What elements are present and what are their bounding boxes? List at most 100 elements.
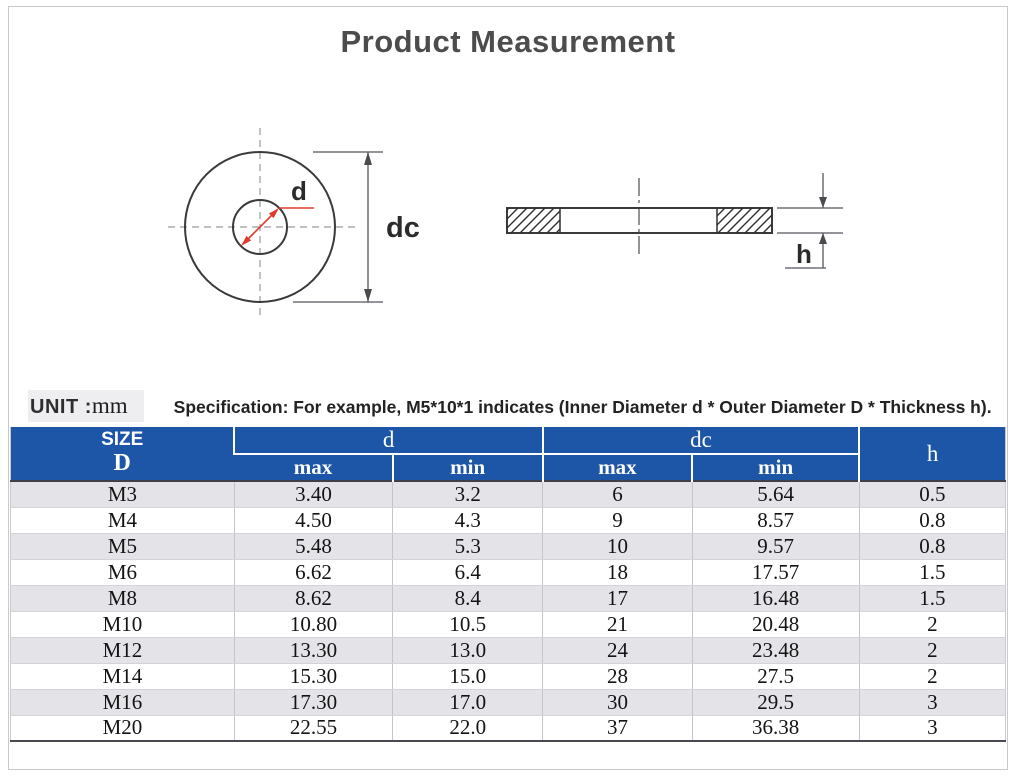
washer-inner-circle	[232, 199, 288, 255]
table-row: M16 17.30 17.0 30 29.5 3	[10, 689, 1006, 716]
cell-d-max: 4.50	[233, 507, 393, 534]
header-size-label: SIZE	[101, 429, 144, 451]
inner-diameter-arrow	[241, 207, 314, 246]
section-hatch-right	[717, 208, 772, 233]
label-dc: dc	[386, 212, 420, 244]
cell-h: 2	[858, 663, 1006, 690]
cell-d-max: 13.30	[233, 637, 393, 664]
cell-d-min: 13.0	[392, 637, 543, 664]
washer-front-view: d dc	[168, 128, 420, 320]
cell-h: 2	[858, 611, 1006, 638]
label-d: d	[291, 176, 307, 206]
washer-side-view: h	[506, 173, 843, 269]
cell-dc-min: 36.38	[691, 715, 860, 742]
cell-dc-max: 21	[542, 611, 693, 638]
cell-d-max: 22.55	[233, 715, 393, 742]
cell-h: 0.5	[858, 480, 1006, 508]
unit-value: mm	[91, 393, 128, 418]
table-body: M3 3.40 3.2 6 5.64 0.5 M4 4.50 4.3 9 8.5…	[10, 480, 1006, 742]
header-size-symbol: D	[113, 450, 131, 477]
cell-d-max: 6.62	[233, 559, 393, 586]
cell-d-min: 10.5	[392, 611, 543, 638]
cell-d-max: 5.48	[233, 533, 393, 560]
cell-dc-min: 27.5	[691, 663, 860, 690]
header-h: h	[858, 427, 1006, 481]
cell-d-min: 17.0	[392, 689, 543, 716]
cell-d-min: 22.0	[392, 715, 543, 742]
table-row: M8 8.62 8.4 17 16.48 1.5	[10, 585, 1006, 612]
cell-size: M14	[10, 663, 235, 690]
dc-dimension	[293, 151, 383, 303]
cell-size: M10	[10, 611, 235, 638]
cell-dc-max: 24	[542, 637, 693, 664]
cell-h: 1.5	[858, 559, 1006, 586]
cell-dc-min: 16.48	[691, 585, 860, 612]
cell-size: M20	[10, 715, 235, 742]
cell-dc-min: 8.57	[691, 507, 860, 534]
section-hatch-left	[507, 208, 560, 233]
cell-h: 3	[858, 715, 1006, 742]
cell-d-max: 17.30	[233, 689, 393, 716]
cell-dc-max: 30	[542, 689, 693, 716]
table-row: M3 3.40 3.2 6 5.64 0.5	[10, 480, 1006, 508]
cell-dc-min: 23.48	[691, 637, 860, 664]
arrowhead	[364, 152, 372, 165]
cell-size: M16	[10, 689, 235, 716]
cell-dc-min: 5.64	[691, 480, 860, 508]
unit-row: UNIT :mm Specification: For example, M5*…	[28, 390, 1000, 422]
cell-d-min: 8.4	[392, 585, 543, 612]
header-d-min: min	[391, 454, 543, 481]
cell-dc-max: 28	[542, 663, 693, 690]
page-title: Product Measurement	[340, 24, 676, 59]
header-dc: dc	[541, 427, 860, 455]
header-d-max: max	[234, 454, 393, 481]
cell-dc-max: 9	[542, 507, 693, 534]
cell-h: 3	[858, 689, 1006, 716]
cell-d-max: 10.80	[233, 611, 393, 638]
header-d: d	[233, 427, 543, 455]
cell-dc-min: 20.48	[691, 611, 860, 638]
cell-h: 1.5	[858, 585, 1006, 612]
cell-h: 2	[858, 637, 1006, 664]
h-dimension	[777, 173, 843, 269]
washer-technical-drawing: d dc h	[168, 128, 843, 320]
header-dc-min: min	[691, 454, 860, 481]
arrowhead	[819, 197, 827, 208]
cell-d-min: 15.0	[392, 663, 543, 690]
arrowhead	[241, 235, 252, 246]
table-row: M10 10.80 10.5 21 20.48 2	[10, 611, 1006, 638]
cell-dc-max: 37	[542, 715, 693, 742]
cell-d-min: 5.3	[392, 533, 543, 560]
cell-d-min: 6.4	[392, 559, 543, 586]
table-row: M12 13.30 13.0 24 23.48 2	[10, 637, 1006, 664]
arrowhead	[819, 233, 827, 244]
cell-d-max: 8.62	[233, 585, 393, 612]
unit-label: UNIT :mm	[28, 390, 144, 422]
table-row: M5 5.48 5.3 10 9.57 0.8	[10, 533, 1006, 560]
arrowhead	[268, 208, 279, 219]
cell-dc-max: 10	[542, 533, 693, 560]
label-h: h	[796, 239, 812, 269]
cell-size: M3	[10, 480, 235, 508]
table-row: M6 6.62 6.4 18 17.57 1.5	[10, 559, 1006, 586]
washer-outer-circle	[184, 151, 336, 303]
table-row: M4 4.50 4.3 9 8.57 0.8	[10, 507, 1006, 534]
cell-dc-min: 9.57	[691, 533, 860, 560]
cell-size: M8	[10, 585, 235, 612]
cell-d-max: 15.30	[233, 663, 393, 690]
unit-word: UNIT :	[30, 396, 92, 418]
table-row: M20 22.55 22.0 37 36.38 3	[10, 715, 1006, 742]
cell-h: 0.8	[858, 507, 1006, 534]
table-header: SIZE D d dc h max min max min	[10, 427, 1006, 481]
header-size: SIZE D	[10, 427, 235, 481]
cell-size: M4	[10, 507, 235, 534]
size-table: SIZE D d dc h max min max min M3 3.40 3.…	[10, 427, 1006, 742]
cell-d-min: 3.2	[392, 480, 543, 508]
spec-text: Specification: For example, M5*10*1 indi…	[173, 397, 992, 417]
cell-d-max: 3.40	[233, 480, 393, 508]
cell-dc-max: 18	[542, 559, 693, 586]
arrowhead	[364, 289, 372, 302]
cell-size: M6	[10, 559, 235, 586]
cell-d-min: 4.3	[392, 507, 543, 534]
table-row: M14 15.30 15.0 28 27.5 2	[10, 663, 1006, 690]
